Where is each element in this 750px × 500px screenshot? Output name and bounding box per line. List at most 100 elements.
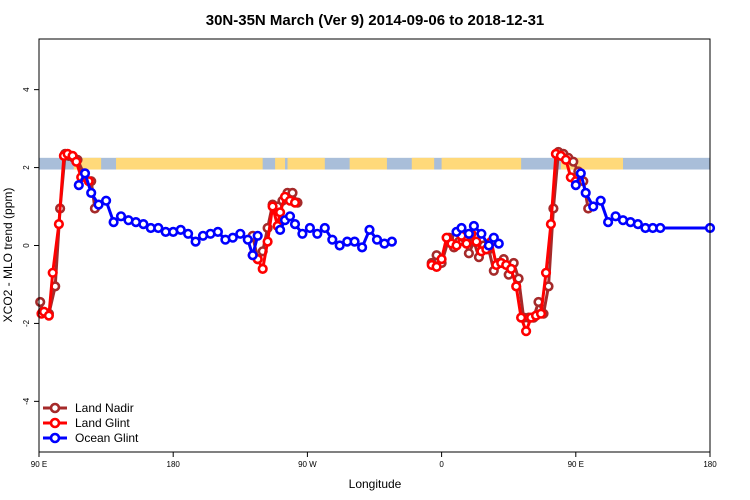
series-2-point-3-6 [610, 211, 621, 222]
series-1-point-0-4 [53, 219, 65, 230]
series-1-point-2-24 [545, 219, 557, 230]
series-2-point-0-21 [227, 232, 238, 243]
y-axis-label: XCO2 - MLO trend (ppm) [1, 188, 15, 323]
series-1-point-2-5 [451, 240, 462, 251]
y-tick-label-1: -2 [22, 319, 31, 327]
y-tick-label-4: 4 [22, 87, 31, 92]
legend-marker-1 [49, 417, 61, 429]
chart-title: 30N-35N March (Ver 9) 2014-09-06 to 2018… [206, 12, 545, 29]
series-2-point-0-9 [138, 219, 149, 230]
series-1-point-1-2 [257, 263, 268, 275]
series-2-point-1-8 [327, 234, 338, 245]
series-2-point-0-23 [242, 234, 253, 245]
series-1-point-1-9 [289, 197, 301, 208]
series-1-point-2-1 [431, 261, 442, 273]
legend-label-2: Ocean Glint [75, 431, 139, 445]
series-1-point-2-7 [461, 238, 472, 249]
series-1-point-0-2 [43, 310, 55, 321]
series-1-point-0-8 [71, 156, 82, 167]
series-1-point-2-9 [471, 236, 482, 247]
series-1-point-2-19 [520, 326, 532, 337]
series-2-point-0-16 [190, 236, 201, 247]
x-tick-label-4: 90 E [568, 460, 584, 469]
land-ocean-band [39, 157, 710, 170]
x-tick-label-2: 90 W [298, 460, 317, 469]
y-axis: -4 -2 0 2 4 [22, 87, 39, 405]
series-1-point-1-3 [262, 236, 273, 247]
series-2-point-2-4 [476, 228, 487, 239]
y-tick-label-2: 0 [22, 243, 31, 248]
land-band-segment-4 [349, 157, 387, 170]
legend-marker-2 [49, 432, 61, 444]
plot-frame [38, 38, 711, 453]
series-2-point-2-3 [468, 220, 480, 232]
series-2-point-0-14 [175, 224, 186, 235]
series-2-line-0 [77, 171, 260, 257]
x-axis-label: Longitude [349, 477, 402, 491]
series-2-point-3-12 [655, 222, 666, 234]
series-1-point-2-27 [560, 154, 572, 165]
series-2-point-3-3 [588, 201, 599, 212]
x-axis: 90 E 180 90 W 0 90 E 180 [31, 452, 717, 469]
x-tick-label-5: 180 [703, 460, 717, 469]
land-band-segment-0 [73, 157, 102, 170]
land-band-segment-3 [287, 157, 325, 170]
series-2-point-1-6 [312, 228, 323, 239]
series-2-point-0-24 [247, 250, 258, 261]
series-2-point-1-13 [364, 224, 375, 235]
series-1-point-1-4 [267, 201, 278, 212]
series-2-point-3-9 [632, 219, 644, 230]
series-2-point-0-19 [212, 226, 223, 237]
series-1-point-1-6 [275, 207, 286, 218]
series-2-point-0-11 [153, 222, 164, 234]
series-2-point-1-5 [304, 222, 316, 234]
series-2-point-1-14 [371, 234, 383, 245]
series-2 [73, 168, 716, 261]
land-band-segment-2 [275, 157, 286, 170]
series-2-point-0-2 [86, 187, 97, 198]
series-2-point-0-1 [79, 168, 91, 179]
legend-label-1: Land Glint [75, 416, 130, 430]
series-1-point-2-17 [511, 281, 522, 292]
series-2-point-0-15 [183, 228, 194, 239]
series-0-point-0-0 [35, 296, 46, 308]
x-tick-label-0: 90 E [31, 460, 47, 469]
series-2-point-2-2 [463, 228, 475, 239]
series-2-point-0-4 [100, 195, 112, 206]
series-2-point-0-22 [235, 228, 246, 239]
series-2-point-0-0 [73, 180, 84, 191]
series-2-point-1-4 [297, 228, 308, 239]
series-0-point-2-7 [463, 248, 475, 259]
x-tick-label-3: 0 [439, 460, 444, 469]
y-tick-label-3: 2 [22, 165, 31, 170]
series-2-point-1-2 [284, 211, 296, 222]
legend-marker-0 [49, 402, 61, 414]
series-2-point-3-2 [580, 187, 591, 198]
series-2-point-0-3 [93, 199, 104, 210]
land-band-segment-7 [560, 157, 624, 170]
series-1-point-2-22 [535, 308, 547, 319]
series-2-point-1-0 [275, 224, 286, 235]
series-1-point-2-18 [515, 312, 527, 323]
land-band-segment-6 [441, 157, 522, 170]
series-2-point-1-16 [386, 236, 398, 247]
series-2-point-1-11 [349, 236, 360, 247]
legend-label-0: Land Nadir [75, 401, 134, 415]
series-2-point-1-7 [319, 222, 330, 234]
series-2-point-3-1 [575, 168, 586, 179]
series-1-point-2-2 [436, 254, 447, 265]
series-1-point-0-3 [47, 267, 58, 278]
land-band-segment-1 [116, 157, 263, 170]
series-layer [35, 146, 716, 337]
series-2-point-2-1 [456, 222, 467, 234]
land-band-segment-5 [411, 157, 435, 170]
series-1-point-2-16 [506, 263, 517, 275]
series-2-point-2-5 [483, 240, 494, 251]
y-tick-label-0: -4 [22, 397, 31, 405]
series-2-point-1-9 [334, 240, 345, 251]
series-2-point-0-6 [115, 211, 127, 222]
x-tick-label-1: 180 [167, 460, 181, 469]
series-2-point-3-0 [570, 180, 581, 191]
